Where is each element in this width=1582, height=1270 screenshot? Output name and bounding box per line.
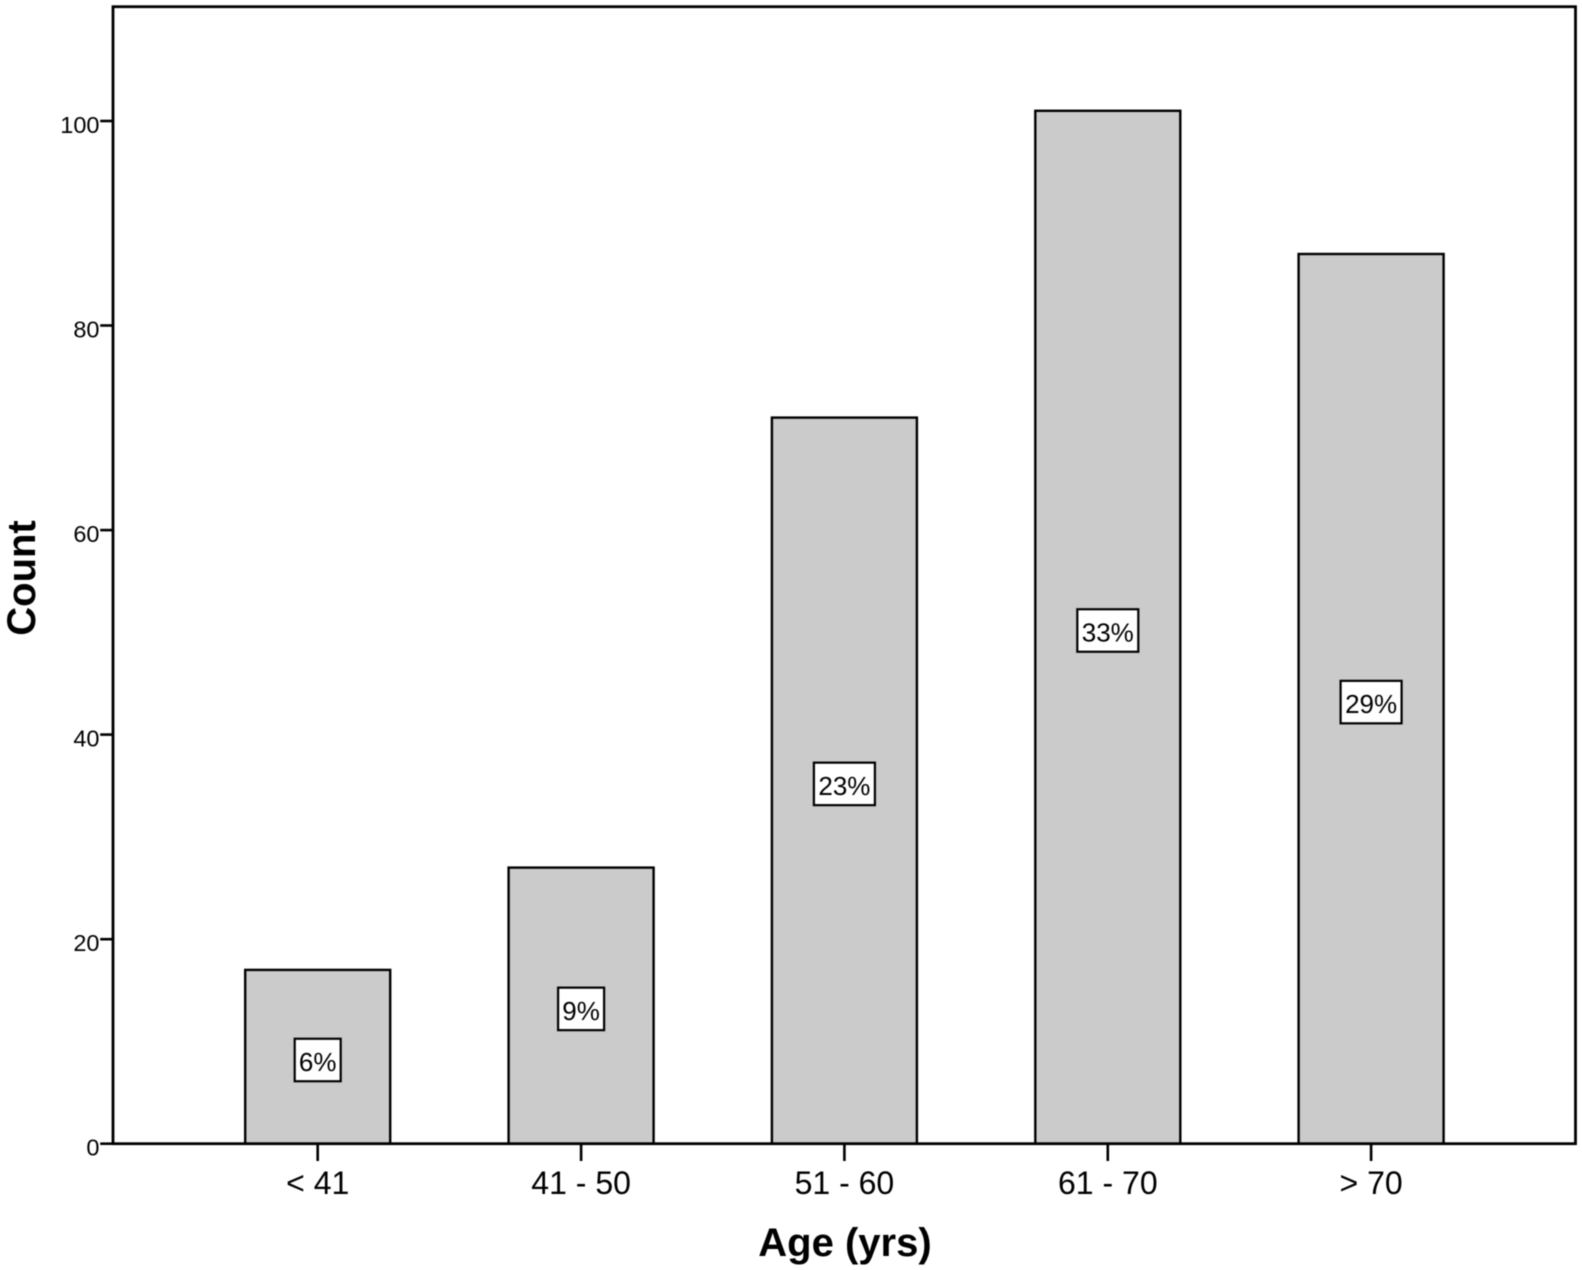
svg-text:33%: 33% xyxy=(1082,617,1134,647)
svg-text:29%: 29% xyxy=(1345,689,1397,719)
svg-text:20: 20 xyxy=(73,930,99,956)
svg-text:61 - 70: 61 - 70 xyxy=(1058,1165,1158,1201)
svg-text:23%: 23% xyxy=(818,771,870,801)
svg-text:Count: Count xyxy=(0,520,44,636)
svg-text:51 - 60: 51 - 60 xyxy=(795,1165,895,1201)
svg-text:60: 60 xyxy=(73,521,99,547)
svg-text:100: 100 xyxy=(60,112,99,138)
svg-text:80: 80 xyxy=(73,317,99,343)
svg-text:40: 40 xyxy=(73,726,99,752)
svg-text:< 41: < 41 xyxy=(286,1165,349,1201)
svg-text:6%: 6% xyxy=(299,1047,337,1077)
svg-text:Age (yrs): Age (yrs) xyxy=(758,1221,931,1265)
svg-text:9%: 9% xyxy=(562,996,600,1026)
svg-text:41 - 50: 41 - 50 xyxy=(531,1165,631,1201)
svg-text:> 70: > 70 xyxy=(1340,1165,1403,1201)
svg-text:0: 0 xyxy=(86,1135,99,1161)
